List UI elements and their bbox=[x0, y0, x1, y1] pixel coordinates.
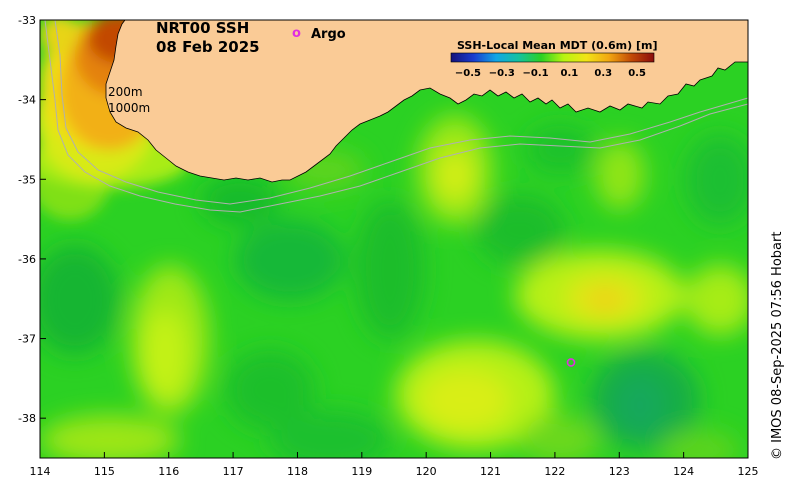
colorbar-legend: SSH-Local Mean MDT (0.6m) [m] −0.5 −0.3 −0… bbox=[450, 39, 657, 79]
lat-tick-label: -36 bbox=[18, 253, 36, 266]
colorbar-title: SSH-Local Mean MDT (0.6m) [m] bbox=[457, 39, 657, 52]
longitude-axis: 114 115 116 117 118 119 120 121 122 123 124 125 bbox=[30, 452, 759, 478]
lon-tick-label: 118 bbox=[287, 465, 308, 478]
lon-tick-label: 119 bbox=[351, 465, 372, 478]
bathymetry-contours bbox=[44, 20, 748, 213]
lon-tick-label: 124 bbox=[673, 465, 694, 478]
contour-label-200m: 200m bbox=[108, 85, 143, 99]
argo-legend-marker: o bbox=[292, 26, 301, 41]
contour-label-1000m: 1000m bbox=[108, 101, 150, 115]
lat-tick-label: -34 bbox=[18, 94, 36, 107]
contour-1000m bbox=[54, 20, 748, 205]
latitude-axis: -33 -34 -35 -36 -37 -38 bbox=[18, 14, 46, 425]
colorbar bbox=[450, 52, 655, 63]
lat-tick-label: -33 bbox=[18, 14, 36, 27]
lon-tick-label: 125 bbox=[738, 465, 759, 478]
map-date: 08 Feb 2025 bbox=[156, 38, 260, 56]
contour-200m bbox=[44, 20, 748, 213]
lon-tick-label: 114 bbox=[30, 465, 51, 478]
colorbar-tick-label: −0.1 bbox=[523, 68, 549, 79]
lon-tick-label: 120 bbox=[416, 465, 437, 478]
map-title: NRT00 SSH bbox=[156, 19, 249, 37]
credit-text: © IMOS 08-Sep-2025 07:56 Hobart bbox=[770, 232, 785, 460]
argo-float bbox=[566, 358, 576, 367]
colorbar-tick-label: −0.3 bbox=[489, 68, 515, 79]
colorbar-tick-label: 0.3 bbox=[594, 68, 612, 79]
argo-float-markers bbox=[566, 358, 576, 367]
lon-tick-label: 122 bbox=[544, 465, 565, 478]
lon-tick-label: 116 bbox=[158, 465, 179, 478]
colorbar-tick-label: 0.5 bbox=[628, 68, 646, 79]
lon-tick-label: 115 bbox=[94, 465, 115, 478]
colorbar-tick-label: −0.5 bbox=[455, 68, 481, 79]
lat-tick-label: -35 bbox=[18, 173, 36, 186]
argo-legend-label: Argo bbox=[311, 27, 346, 42]
lat-tick-label: -38 bbox=[18, 412, 36, 425]
lon-tick-label: 117 bbox=[223, 465, 244, 478]
colorbar-ticks: −0.5 −0.3 −0.1 0.1 0.3 0.5 bbox=[455, 68, 646, 79]
plot-area bbox=[40, 20, 748, 458]
lon-tick-label: 121 bbox=[480, 465, 501, 478]
lat-tick-label: -37 bbox=[18, 333, 36, 346]
plot-frame bbox=[39, 19, 749, 459]
lon-tick-label: 123 bbox=[609, 465, 630, 478]
colorbar-tick-label: 0.1 bbox=[561, 68, 579, 79]
ssh-field bbox=[40, 115, 748, 458]
